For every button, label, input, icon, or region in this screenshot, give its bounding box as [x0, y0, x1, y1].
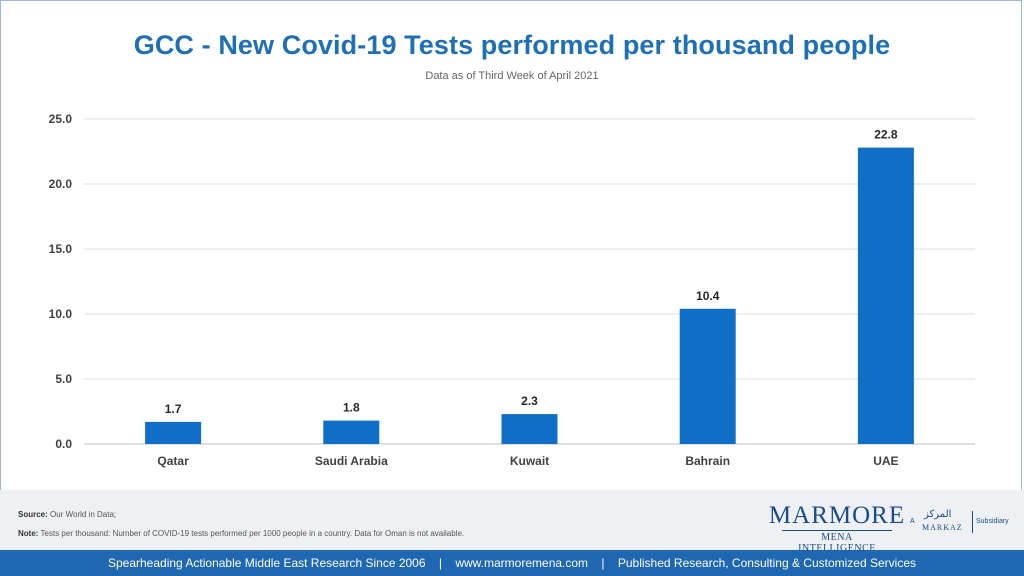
- y-tick-label: 0.0: [55, 437, 72, 451]
- bottom-banner: Spearheading Actionable Middle East Rese…: [0, 550, 1024, 576]
- tagline: Spearheading Actionable Middle East Rese…: [107, 556, 426, 570]
- x-tick-label: Qatar: [157, 454, 189, 468]
- banner-separator: |: [438, 556, 442, 570]
- logo-main-text: MARMORE: [768, 502, 906, 529]
- note-text: Tests per thousand: Number of COVID-19 t…: [40, 529, 465, 538]
- website-link[interactable]: www.marmoremena.com: [455, 556, 589, 570]
- markaz-divider: [972, 511, 973, 533]
- markaz-arabic: المركز: [924, 509, 952, 520]
- logo-sub-text: MENA INTELLIGENCE: [782, 530, 892, 554]
- x-tick-label: UAE: [873, 454, 898, 468]
- data-label: 1.8: [343, 401, 360, 415]
- subsidiary-label: Subsidiary: [976, 518, 1009, 525]
- services-text: Published Research, Consulting & Customi…: [617, 556, 917, 570]
- x-tick-label: Kuwait: [510, 454, 549, 468]
- data-label: 22.8: [874, 128, 898, 142]
- banner-separator: |: [601, 556, 605, 570]
- markaz-a: A: [910, 518, 915, 525]
- y-tick-label: 10.0: [49, 307, 73, 321]
- bar: [323, 420, 380, 444]
- footnote-area: Source: Our World in Data; Note: Tests p…: [0, 490, 1024, 550]
- data-label: 2.3: [521, 394, 538, 408]
- source-label: Source:: [18, 510, 48, 519]
- source-text: Our World in Data;: [50, 510, 117, 519]
- x-tick-label: Bahrain: [685, 454, 730, 468]
- note-label: Note:: [18, 529, 39, 538]
- y-tick-label: 5.0: [55, 372, 72, 386]
- y-tick-label: 15.0: [49, 242, 73, 256]
- data-label: 10.4: [696, 289, 720, 303]
- bar: [679, 308, 736, 444]
- bar: [145, 421, 202, 444]
- y-tick-label: 20.0: [49, 177, 73, 191]
- chart-title: GCC - New Covid-19 Tests performed per t…: [133, 30, 891, 60]
- markaz-name: MARKAZ: [922, 523, 963, 532]
- bar: [857, 147, 914, 444]
- bar-chart: 0.0 5.0 10.0 15.0 20.0 25.0 1.7 Qatar 1.8 Saudi A…: [49, 112, 975, 468]
- y-tick-label: 25.0: [49, 112, 73, 126]
- data-label: 1.7: [165, 402, 182, 416]
- bar: [501, 414, 558, 444]
- marmore-logo: MARMORE MENA INTELLIGENCE: [762, 502, 912, 555]
- x-tick-label: Saudi Arabia: [315, 454, 388, 468]
- source-line: Source: Our World in Data;: [18, 510, 116, 519]
- note-line: Note: Tests per thousand: Number of COVI…: [18, 529, 464, 538]
- chart-subtitle: Data as of Third Week of April 2021: [425, 70, 599, 82]
